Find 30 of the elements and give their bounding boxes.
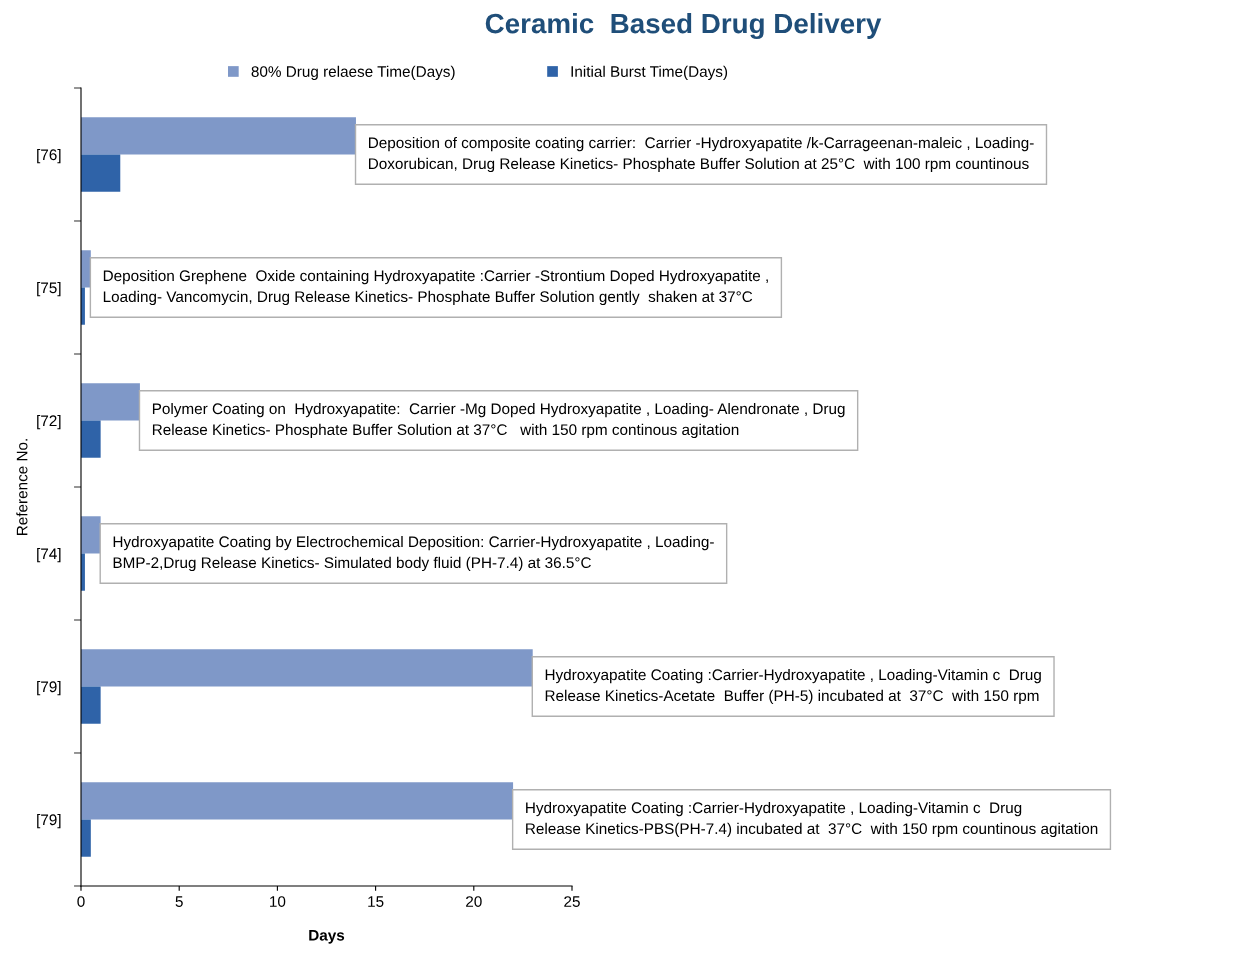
y-tick-label: [72] <box>37 414 61 430</box>
x-tick-label: 5 <box>175 896 183 907</box>
annotation: Hydroxyapatite Coating :Carrier-Hydroxyapatite , Loading-Vitamin c Drug Release Kinetics-Acetate Buffer (PH-5) incubated at 37°C with 150 rpm <box>545 668 1041 705</box>
bar <box>81 516 101 554</box>
y-axis-title: Reference No. <box>16 439 28 535</box>
bar <box>81 819 91 857</box>
annotation: Polymer Coating on Hydroxyapatite: Carrier -Mg Doped Hydroxyapatite , Loading- Alendronate , Drug Release Kinetics- Phosphate Buffer Solution at 37°C with 150 rpm continous agitation <box>152 402 845 439</box>
x-tick-label: 20 <box>466 896 482 907</box>
bar <box>81 383 140 421</box>
y-tick-label: [74] <box>37 547 61 563</box>
x-tick-label: 15 <box>368 896 384 907</box>
x-tick-label: 0 <box>77 896 85 907</box>
annotation: Hydroxyapatite Coating by Electrochemical Deposition: Carrier-Hydroxyapatite , Loading- BMP-2,Drug Release Kinetics- Simulated body fluid (PH-7.4) at 36.5°C <box>113 535 714 572</box>
bar <box>81 420 101 458</box>
y-tick-label: [75] <box>37 281 61 297</box>
annotation: Deposition of composite coating carrier: Carrier -Hydroxyapatite /k-Carrageenan-maleic , Loading- Doxorubican, Drug Release Kinetics- Phosphate Buffer Solution at 25°C with 100 rpm countinous <box>369 136 1034 173</box>
legend-label: 80% Drug relaese Time(Days) <box>251 65 455 80</box>
y-tick-label: [79] <box>37 813 61 829</box>
x-axis-title: Days <box>309 929 345 944</box>
y-tick-label: [79] <box>37 680 61 696</box>
bar <box>81 117 356 155</box>
y-tick-label: [76] <box>37 148 61 164</box>
annotation: Deposition Grephene Oxide containing Hydroxyapatite :Carrier -Strontium Doped Hydroxyapatite , Loading- Vancomycin, Drug Release Kinetics- Phosphate Buffer Solution gently shaken at 37°C <box>103 269 768 306</box>
legend-label: Initial Burst Time(Days) <box>571 65 728 80</box>
bar <box>81 686 101 724</box>
x-tick-label: 25 <box>564 896 580 907</box>
x-tick-label: 10 <box>270 896 286 907</box>
bar <box>81 154 121 192</box>
annotation: Hydroxyapatite Coating :Carrier-Hydroxyapatite , Loading-Vitamin c Drug Release Kinetics-PBS(PH-7.4) incubated at 37°C with 150 rpm countinous agitation <box>526 801 1098 838</box>
text: Ceramic Based Drug Delivery <box>485 12 882 40</box>
